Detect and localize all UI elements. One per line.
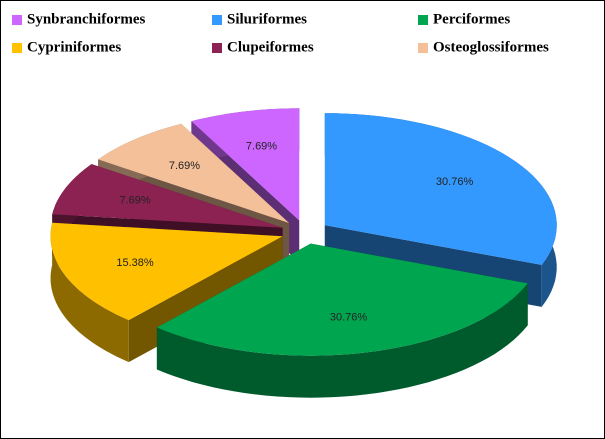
legend-swatch [12,15,22,25]
legend-swatch [212,15,222,25]
data-label: 7.69% [119,195,150,207]
data-label: 30.76% [330,312,368,324]
legend-swatch [212,43,222,53]
slice-top [191,108,300,221]
slice-wall [50,222,129,363]
data-label: 30.76% [436,176,474,188]
legend-label: Clupeiformes [227,39,314,55]
legend-label: Cypriniformes [27,39,121,55]
data-label: 7.69% [169,160,200,172]
slice: 30.76% [156,243,528,398]
data-label: 15.38% [116,257,154,269]
slice-top [50,222,283,321]
legend-label: Osteoglossiformes [433,39,549,55]
legend-label: Perciformes [433,11,510,27]
slice-top [98,123,290,224]
legend-label: Synbranchiformes [27,11,146,27]
legend-label: Siluriformes [227,11,307,27]
slice-wall [156,283,528,398]
legend-swatch [418,43,428,53]
slice-top [52,164,283,228]
legend-swatch [418,15,428,25]
slice-top [324,113,557,265]
legend-swatch [12,43,22,53]
data-label: 7.69% [246,140,277,152]
slice-top [156,243,528,356]
